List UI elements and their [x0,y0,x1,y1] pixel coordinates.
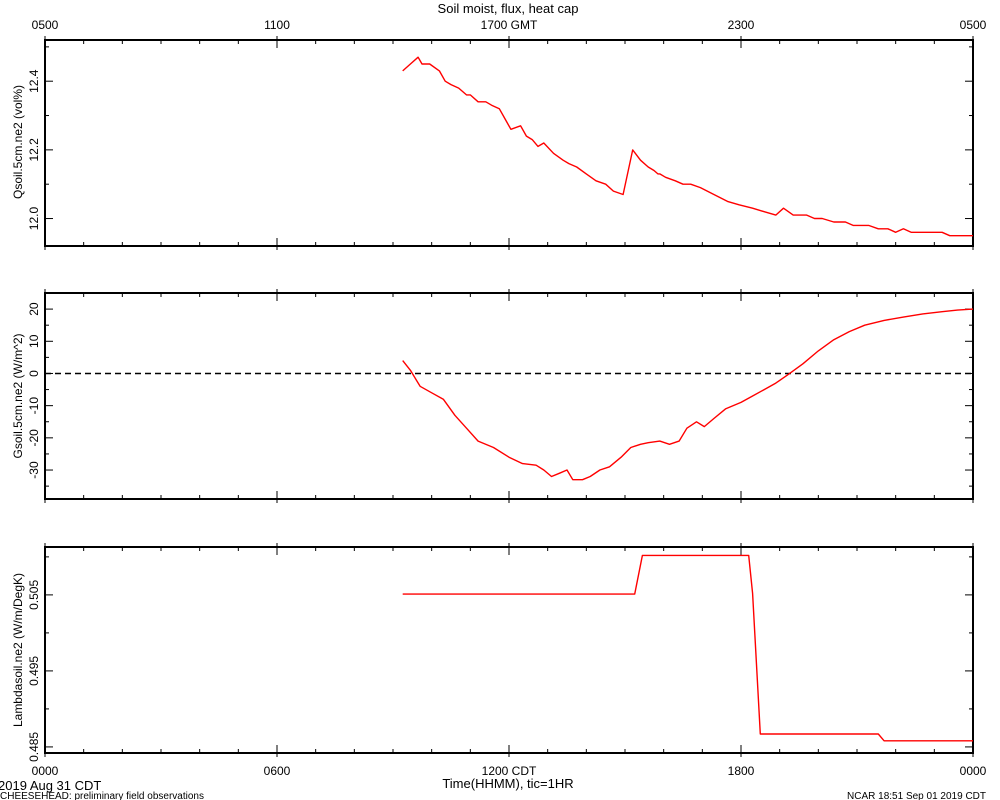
soil-heat-flux-ytick-label: -10 [27,397,41,415]
soil-moisture-ylabel: Qsoil.5cm.ne2 (vol%) [11,85,25,199]
soil-heat-flux-ytick-label: -30 [27,461,41,479]
bottom-axis-tick-label: 1200 CDT [482,764,537,778]
soil-moisture-ytick-label: 12.4 [27,69,41,93]
thermal-conductivity-panel: Lambdasoil.ne2 (W/m/DegK) 0.485 0.495 0.50… [11,543,974,762]
thermal-conductivity-series-line [402,554,973,742]
top-axis-tick-label: 0500 [960,18,987,32]
top-axis-tick-label: 0500 [32,18,59,32]
soil-heat-flux-ytick-label: 10 [27,334,41,348]
bottom-axis-tick-label: 0600 [264,764,291,778]
top-axis-labels: 0500 1100 1700 GMT 2300 0500 [32,18,987,32]
chart-title: Soil moist, flux, heat cap [438,1,579,16]
top-axis-tick-label: 2300 [728,18,755,32]
soil-heat-flux-frame [44,292,974,500]
soil-heat-flux-ylabel: Gsoil.5cm.ne2 (W/m^2) [11,334,25,459]
thermal-conductivity-ytick-label: 0.495 [27,656,41,686]
date-label: 2019 Aug 31 CDT [0,778,101,793]
thermal-conductivity-ylabel: Lambdasoil.ne2 (W/m/DegK) [11,573,25,727]
bottom-axis-tick-label: 0000 [32,764,59,778]
soil-heat-flux-ytick-label: 0 [27,370,41,377]
soil-moisture-ytick-label: 12.0 [27,207,41,231]
soil-heat-flux-ytick-label: -20 [27,429,41,447]
soil-moisture-series-line [402,56,973,237]
footer-right-note: NCAR 18:51 Sep 01 2019 CDT [847,791,986,800]
bottom-axis-labels: 0000 0600 1200 CDT 1800 0000 [32,764,987,778]
soil-heat-flux-ytick-label: 20 [27,302,41,316]
soil-moisture-panel: Qsoil.5cm.ne2 (vol%) 12.0 12.2 12.4 [11,36,974,250]
soil-moisture-frame [44,39,974,247]
bottom-axis-tick-label: 0000 [960,764,987,778]
top-axis-tick-label: 1700 GMT [481,18,538,32]
x-axis-title: Time(HHMM), tic=1HR [442,776,573,791]
footer-left-note: CHEESEHEAD: preliminary field observatio… [0,791,204,800]
top-axis-tick-label: 1100 [264,18,290,32]
soil-moisture-ytick-label: 12.2 [27,138,41,162]
soil-heat-flux-panel: Gsoil.5cm.ne2 (W/m^2) -30 -20 -10 0 10 20 [11,289,974,503]
bottom-axis-tick-label: 1800 [728,764,755,778]
thermal-conductivity-ytick-label: 0.505 [27,580,41,610]
thermal-conductivity-ytick-label: 0.485 [27,732,41,762]
thermal-conductivity-frame [44,546,974,754]
soil-heat-flux-series-line [402,308,974,481]
